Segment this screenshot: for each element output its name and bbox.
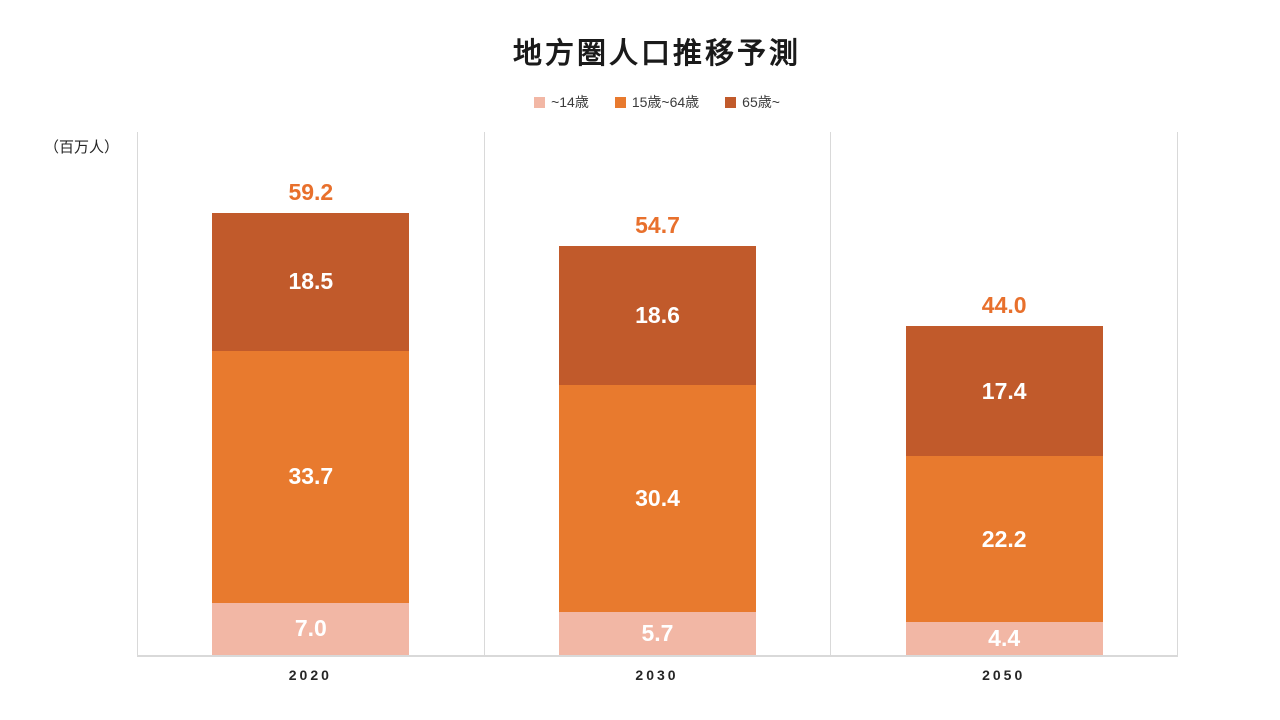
- plot-area: 59.2 18.5 33.7 7.0 54.7 18.6 30.4 5.7 44.0 17.4 22…: [137, 132, 1179, 657]
- stacked-bar-2020: 59.2 18.5 33.7 7.0: [212, 179, 410, 655]
- segment-value-label: 4.4: [988, 625, 1021, 652]
- x-axis-category-labels: 2020 2030 2050: [137, 667, 1177, 683]
- bar-segment-series-0: 5.7: [558, 612, 757, 655]
- bar-segment-series-0: 7.0: [212, 602, 410, 655]
- bar-segment-series-2: 18.5: [212, 212, 410, 351]
- legend-swatch-icon: [725, 96, 737, 108]
- legend: ~14歳 15歳~64歳 65歳~: [137, 92, 1177, 112]
- bar-segment-series-0: 4.4: [905, 622, 1103, 655]
- legend-item-0: ~14歳: [534, 92, 589, 112]
- x-axis-label-2050: 2050: [982, 667, 1026, 683]
- legend-item-1: 15歳~64歳: [614, 92, 700, 112]
- segment-value-label: 18.5: [288, 268, 334, 295]
- bar-total-label: 44.0: [981, 292, 1027, 319]
- bar-segment-series-1: 33.7: [212, 350, 410, 603]
- legend-label: ~14歳: [551, 94, 589, 110]
- chart-title: 地方圏人口推移予測: [512, 38, 801, 70]
- x-axis-label-2030: 2030: [635, 667, 679, 683]
- x-axis-label-2020: 2020: [288, 667, 332, 683]
- segment-value-label: 7.0: [294, 615, 327, 642]
- bar-total-label: 59.2: [288, 178, 334, 205]
- bar-total-label: 54.7: [635, 212, 680, 239]
- segment-value-label: 33.7: [288, 463, 334, 490]
- segment-value-label: 30.4: [635, 485, 680, 512]
- legend-label: 15歳~64歳: [631, 94, 700, 110]
- bar-segment-series-2: 17.4: [905, 326, 1103, 457]
- category-zone-2050: 44.0 17.4 22.2 4.4: [831, 132, 1179, 655]
- legend-swatch-icon: [534, 96, 546, 108]
- segment-value-label: 5.7: [641, 620, 674, 647]
- stacked-bar-2050: 44.0 17.4 22.2 4.4: [905, 292, 1103, 655]
- legend-label: 65歳~: [742, 94, 780, 110]
- y-axis-unit-label: （百万人）: [44, 139, 120, 156]
- stacked-bar-2030: 54.7 18.6 30.4 5.7: [558, 212, 757, 655]
- segment-value-label: 18.6: [635, 302, 680, 329]
- segment-value-label: 22.2: [981, 525, 1027, 552]
- category-zone-2020: 59.2 18.5 33.7 7.0: [138, 132, 485, 655]
- category-zone-2030: 54.7 18.6 30.4 5.7: [485, 132, 832, 655]
- bar-segment-series-2: 18.6: [558, 246, 757, 386]
- legend-item-2: 65歳~: [725, 92, 780, 112]
- legend-swatch-icon: [614, 96, 626, 108]
- segment-value-label: 17.4: [981, 377, 1027, 404]
- bar-segment-series-1: 30.4: [558, 385, 757, 613]
- bar-segment-series-1: 22.2: [905, 456, 1103, 623]
